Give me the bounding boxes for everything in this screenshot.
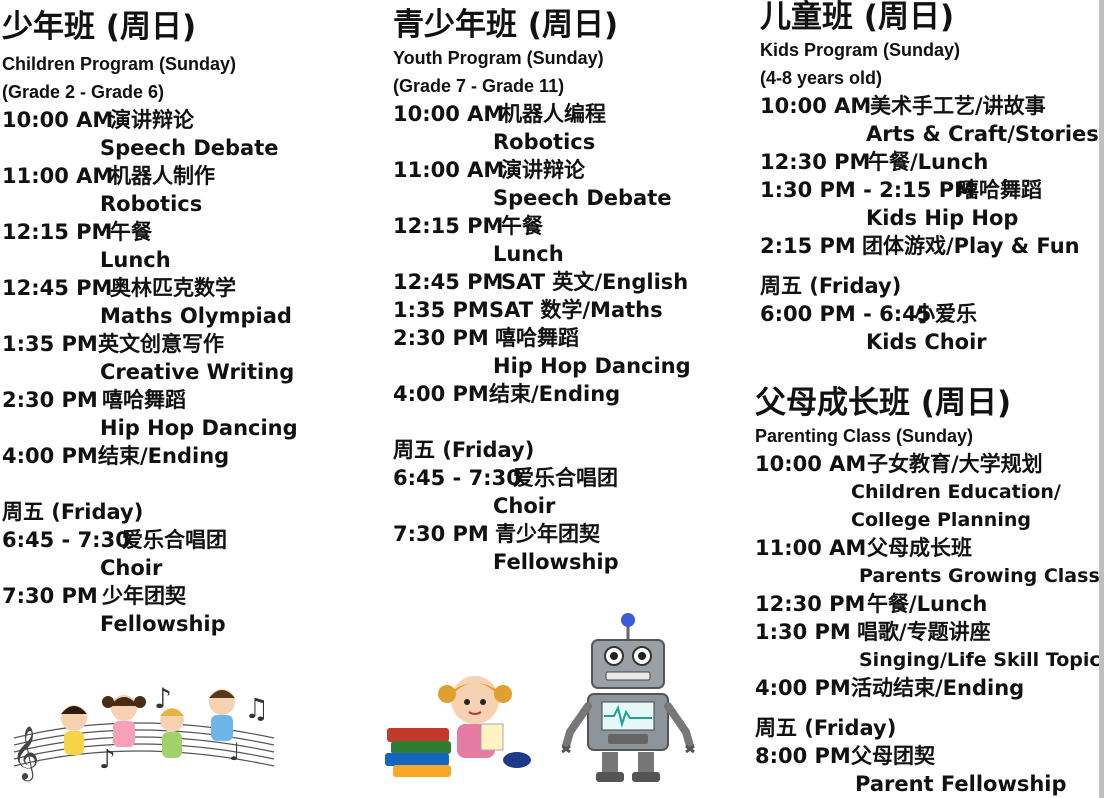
kids-program-section: 儿童班 (周日) Kids Program (Sunday) (4-8 year… xyxy=(760,0,1099,356)
friday-item-en: Fellowship xyxy=(100,612,226,636)
schedule-item-en: Kids Hip Hop xyxy=(866,206,1019,230)
schedule-item-en: Robotics xyxy=(493,130,596,154)
friday-title: 周五 (Friday) xyxy=(760,274,902,298)
schedule-item-en: Children Education/ xyxy=(851,481,1061,503)
schedule-item: 2:30 PM 嘻哈舞蹈 xyxy=(393,326,579,350)
schedule-item: 12:15 PM 午餐 xyxy=(2,220,152,244)
friday-item-en: Fellowship xyxy=(493,550,619,574)
friday-item-en: Choir xyxy=(493,494,556,518)
schedule-item-en: Lunch xyxy=(493,242,564,266)
svg-text:♪: ♪ xyxy=(99,745,116,775)
friday-item: 8:00 PM 父母团契 xyxy=(755,744,935,768)
children-music-illustration: 𝄞 ♪ ♫ ♪ ♩ xyxy=(12,682,275,781)
section-title: 儿童班 (周日) xyxy=(760,0,955,35)
schedule-item-en: Hip Hop Dancing xyxy=(100,416,298,440)
schedule-item-en: Lunch xyxy=(100,248,171,272)
schedule-item-en: College Planning xyxy=(851,509,1031,531)
schedule-item: 10:00 AM 演讲辩论 xyxy=(2,108,194,132)
schedule-item-en: Parents Growing Classes xyxy=(859,565,1104,587)
schedule-item: 12:30 PM 午餐/Lunch xyxy=(760,150,989,174)
schedule-item: 4:00 PM 结束/Ending xyxy=(393,382,621,406)
friday-item-en: Choir xyxy=(100,556,163,580)
schedule-item: 2:30 PM 嘻哈舞蹈 xyxy=(2,388,186,412)
svg-text:♩: ♩ xyxy=(229,738,240,766)
schedule-item-en: Arts & Craft/Stories xyxy=(866,122,1099,146)
schedule-item: 11:00 AM 父母成长班 xyxy=(755,536,972,560)
schedule-item-en: Speech Debate xyxy=(493,186,672,210)
section-title: 父母成长班 (周日) xyxy=(755,385,1012,421)
schedule-item: 11:00 AM 机器人制作 xyxy=(2,164,215,188)
schedule-item: 10:00 AM 美术手工艺/讲故事 xyxy=(760,94,1046,118)
schedule-item: 1:35 PM SAT 数学/Maths xyxy=(393,298,663,322)
friday-title: 周五 (Friday) xyxy=(755,716,897,740)
youth-program-section: 青少年班 (周日) Youth Program (Sunday) (Grade … xyxy=(393,8,753,576)
svg-text:♪: ♪ xyxy=(154,682,172,715)
section-subtitle: Youth Program (Sunday) xyxy=(393,48,604,68)
schedule-item: 10:00 AM 机器人编程 xyxy=(393,102,606,126)
friday-item: 7:30 PM 青少年团契 xyxy=(393,522,600,546)
section-subtitle: Children Program (Sunday) xyxy=(2,54,237,74)
scrollbar[interactable] xyxy=(1099,0,1104,798)
schedule-item-en: Speech Debate xyxy=(100,136,279,160)
friday-item-en: Parent Fellowship xyxy=(855,772,1067,796)
schedule-item: 10:00 AM 子女教育/大学规划 xyxy=(755,452,1043,476)
section-grade: (Grade 7 - Grade 11) xyxy=(393,76,565,96)
schedule-item: 4:00 PM 结束/Ending xyxy=(2,444,230,468)
svg-text:𝄞: 𝄞 xyxy=(12,725,39,781)
parenting-class-section: 父母成长班 (周日) Parenting Class (Sunday) 10:0… xyxy=(755,385,1104,798)
schedule-item: 4:00 PM 活动结束/Ending xyxy=(755,676,1025,700)
section-subtitle: Kids Program (Sunday) xyxy=(760,40,961,60)
schedule-item: 11:00 AM 演讲辩论 xyxy=(393,158,585,182)
schedule-item: 1:35 PM 英文创意写作 xyxy=(2,332,224,356)
friday-title: 周五 (Friday) xyxy=(2,500,144,524)
schedule-item: 1:30 PM - 2:15 PM 嘻哈舞蹈 xyxy=(760,178,1042,202)
schedule-item-en: Maths Olympiad xyxy=(100,304,292,328)
friday-item: 6:45 - 7:30 爱乐合唱团 xyxy=(393,466,618,490)
friday-item: 6:45 - 7:30 爱乐合唱团 xyxy=(2,528,227,552)
section-title: 少年班 (周日) xyxy=(2,9,197,45)
svg-text:♫: ♫ xyxy=(244,692,269,725)
schedule-item: 12:15 PM 午餐 xyxy=(393,214,543,238)
section-grade: (4-8 years old) xyxy=(760,68,883,88)
girl-reading-illustration xyxy=(385,676,531,777)
schedule-item: 12:45 PM SAT 英文/English xyxy=(393,270,689,294)
friday-item-en: Kids Choir xyxy=(866,330,987,354)
section-grade: (Grade 2 - Grade 6) xyxy=(2,82,165,102)
schedule-item-en: Singing/Life Skill Topics xyxy=(859,649,1104,671)
schedule-item-en: Hip Hop Dancing xyxy=(493,354,691,378)
robot-illustration xyxy=(562,613,695,782)
section-subtitle: Parenting Class (Sunday) xyxy=(755,426,974,446)
children-program-section: 少年班 (周日) Children Program (Sunday) (Grad… xyxy=(2,10,372,638)
schedule-item: 12:45 PM 奥林匹克数学 xyxy=(2,276,236,300)
schedule-item-en: Creative Writing xyxy=(100,360,295,384)
friday-item: 6:00 PM - 6:45 小爱乐 xyxy=(760,302,977,326)
schedule-item-en: Robotics xyxy=(100,192,203,216)
friday-item: 7:30 PM 少年团契 xyxy=(2,584,186,608)
friday-title: 周五 (Friday) xyxy=(393,438,535,462)
schedule-item: 1:30 PM 唱歌/专题讲座 xyxy=(755,620,991,644)
section-title: 青少年班 (周日) xyxy=(393,7,619,43)
schedule-item: 12:30 PM 午餐/Lunch xyxy=(755,592,988,616)
schedule-item: 2:15 PM 团体游戏/Play & Fun xyxy=(760,234,1080,258)
